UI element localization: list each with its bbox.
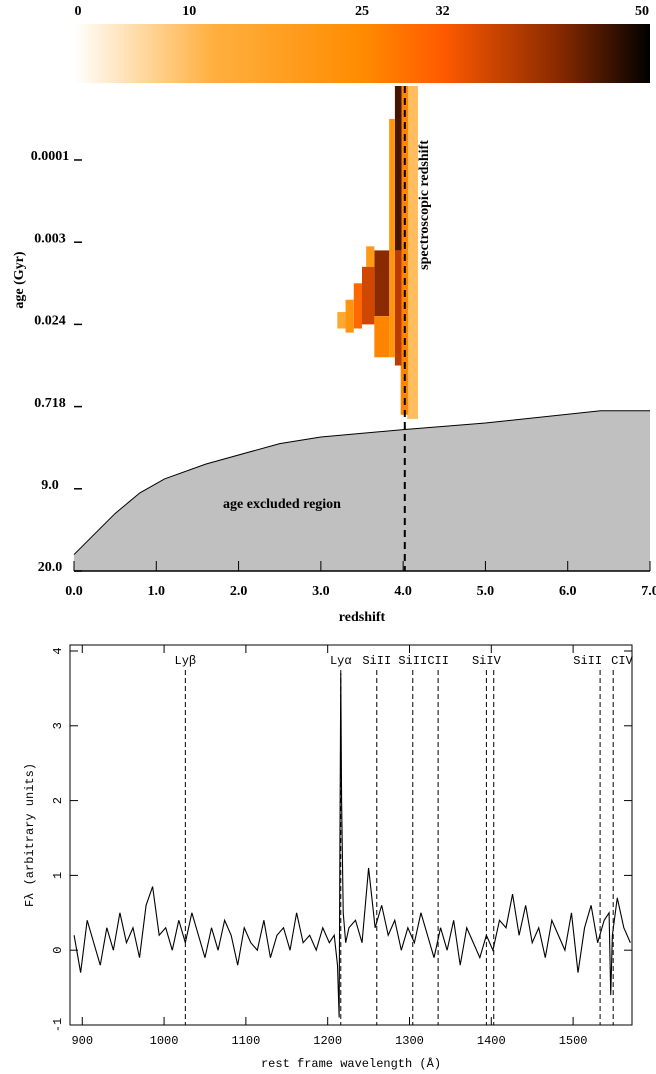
feature-label: SiIV: [472, 654, 502, 668]
region-label: age excluded region: [223, 497, 341, 512]
x-tick-label: 2.0: [230, 584, 248, 599]
feature-label: Lyβ: [175, 654, 197, 668]
y-tick-label: 1: [51, 872, 65, 879]
y-tick-label: 0.024: [34, 314, 66, 329]
colorbar-tick-label: 0: [75, 4, 82, 19]
x-tick-label: 6.0: [559, 584, 577, 599]
excluded-boundary: [73, 410, 650, 555]
colorbar: [74, 24, 650, 83]
y-tick-label: 2: [51, 797, 65, 804]
heatmap-cell: [337, 312, 346, 329]
x-tick-label: 1400: [477, 1034, 506, 1048]
redshift-label: spectroscopic redshift: [417, 140, 432, 270]
x-tick-label: 900: [71, 1034, 93, 1048]
x-tick-label: 1500: [559, 1034, 588, 1048]
x-tick-label: 3.0: [312, 584, 330, 599]
heatmap-cell: [394, 86, 402, 251]
heatmap-cell: [362, 266, 375, 325]
x-tick-label: 0.0: [65, 584, 83, 599]
feature-label: SiII: [573, 654, 602, 668]
y-tick-label: 0.0001: [31, 149, 70, 164]
heatmap-cell: [407, 86, 418, 419]
x-tick-label: 4.0: [394, 584, 412, 599]
heatmap-cell: [374, 316, 390, 358]
heatmap-cell: [366, 246, 375, 267]
feature-label: Lyα: [330, 654, 352, 668]
colorbar-tick-label: 50: [635, 4, 649, 19]
y-tick-label: 0: [51, 947, 65, 954]
plot-frame: [69, 644, 633, 1026]
feature-label: SiII: [398, 654, 427, 668]
y-tick-label: 0.718: [34, 396, 66, 411]
x-tick-label: 1200: [313, 1034, 342, 1048]
feature-label: SiII: [362, 654, 391, 668]
feature-label: CII: [427, 654, 449, 668]
x-axis-label: rest frame wavelength (Å): [261, 1056, 441, 1071]
y-tick-label: 0.003: [34, 231, 66, 246]
y-tick-label: -1: [51, 1018, 65, 1032]
heatmap-cell: [353, 283, 362, 329]
heatmap-cell: [345, 299, 354, 333]
heatmap-cell: [374, 250, 390, 317]
x-tick-label: 1.0: [148, 584, 166, 599]
y-tick-label: 9.0: [41, 478, 59, 493]
x-axis-label: redshift: [339, 610, 386, 625]
spectrum: [73, 673, 631, 1018]
heatmap-cell: [389, 118, 395, 358]
y-tick-label: 3: [51, 722, 65, 729]
excluded-region: [74, 410, 650, 571]
y-tick-label: 20.0: [38, 560, 63, 575]
y-axis-label: age (Gyr): [12, 251, 27, 308]
feature-label: CIV: [611, 654, 633, 668]
colorbar-tick-label: 32: [436, 4, 450, 19]
x-tick-label: 7.0: [641, 584, 656, 599]
x-tick-label: 1100: [231, 1034, 260, 1048]
y-tick-label: 4: [51, 647, 65, 654]
y-axis-label: Fλ (arbitrary units): [23, 763, 37, 907]
x-tick-label: 1000: [150, 1034, 179, 1048]
colorbar-tick-label: 25: [355, 4, 369, 19]
heatmap-cell: [400, 86, 409, 415]
x-tick-label: 1300: [395, 1034, 424, 1048]
colorbar-tick-label: 10: [182, 4, 196, 19]
heatmap-cell: [394, 250, 402, 366]
x-tick-label: 5.0: [477, 584, 495, 599]
